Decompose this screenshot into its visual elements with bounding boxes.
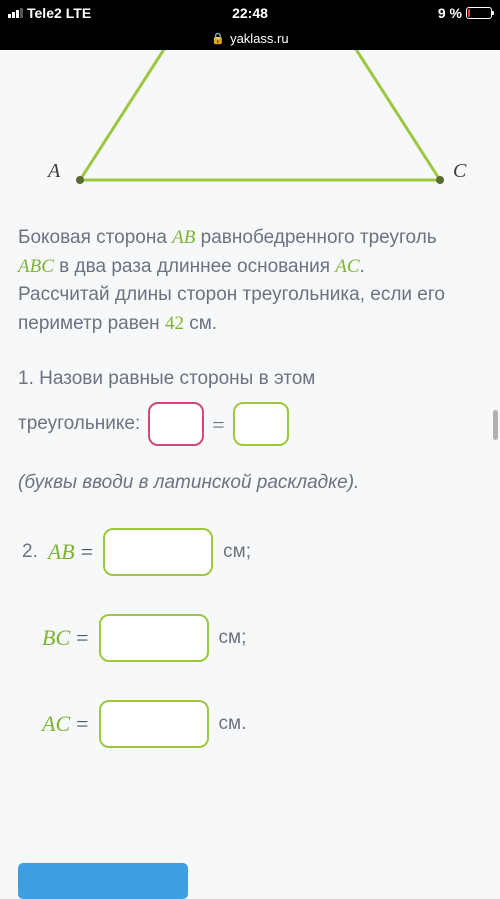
scrollbar[interactable]	[490, 50, 500, 889]
triangle-figure: A C	[18, 50, 482, 200]
num-42: 42	[165, 313, 184, 334]
lock-icon: 🔒	[211, 32, 225, 45]
var-ac: AC	[335, 256, 359, 277]
q1-equals: =	[212, 407, 224, 442]
ac-unit: см.	[219, 713, 247, 735]
page-content: A C Боковая сторона AB равнобедренного т…	[0, 50, 500, 889]
triangle-svg	[18, 50, 482, 200]
status-left: Tele2 LTE	[8, 5, 169, 21]
submit-button[interactable]	[18, 863, 188, 899]
q2-ab-row: 2. AB= см;	[18, 528, 482, 576]
ab-input[interactable]	[103, 528, 213, 576]
bc-label: BC=	[42, 625, 89, 651]
q1-input-right[interactable]	[233, 402, 289, 446]
vertex-a-label: A	[48, 160, 60, 183]
bc-input[interactable]	[99, 614, 209, 662]
q1-input-left[interactable]	[148, 402, 204, 446]
status-right: 9 %	[331, 5, 492, 21]
problem-statement: Боковая сторона AB равнобедренного треуг…	[18, 224, 482, 338]
input-note: (буквы вводи в латинской раскладке).	[18, 472, 482, 494]
ab-label: AB=	[48, 539, 93, 565]
ac-label: AC=	[42, 711, 89, 737]
q1-prompt-b: треугольнике:	[18, 409, 140, 439]
vertex-c-label: C	[453, 160, 466, 183]
network-label: LTE	[66, 5, 91, 21]
q2-prefix: 2.	[22, 541, 38, 563]
q2-bc-row: BC= см;	[18, 614, 482, 662]
q2-ac-row: AC= см.	[18, 700, 482, 748]
battery-icon	[466, 7, 492, 19]
carrier-label: Tele2	[27, 5, 62, 21]
battery-pct: 9 %	[438, 5, 462, 21]
q1-row: треугольнике: =	[18, 402, 482, 446]
domain-label: yaklass.ru	[230, 31, 289, 46]
ab-unit: см;	[223, 541, 251, 563]
question-1: 1. Назови равные стороны в этом треуголь…	[18, 364, 482, 446]
q1-prompt-a: 1. Назови равные стороны в этом	[18, 364, 482, 394]
status-bar: Tele2 LTE 22:48 9 %	[0, 0, 500, 26]
clock: 22:48	[169, 5, 330, 21]
signal-icon	[8, 8, 23, 18]
bc-unit: см;	[219, 627, 247, 649]
var-ab: AB	[172, 227, 195, 248]
ac-input[interactable]	[99, 700, 209, 748]
url-bar[interactable]: 🔒 yaklass.ru	[0, 26, 500, 50]
scrollbar-thumb[interactable]	[493, 410, 498, 440]
var-abc: ABC	[18, 256, 54, 277]
